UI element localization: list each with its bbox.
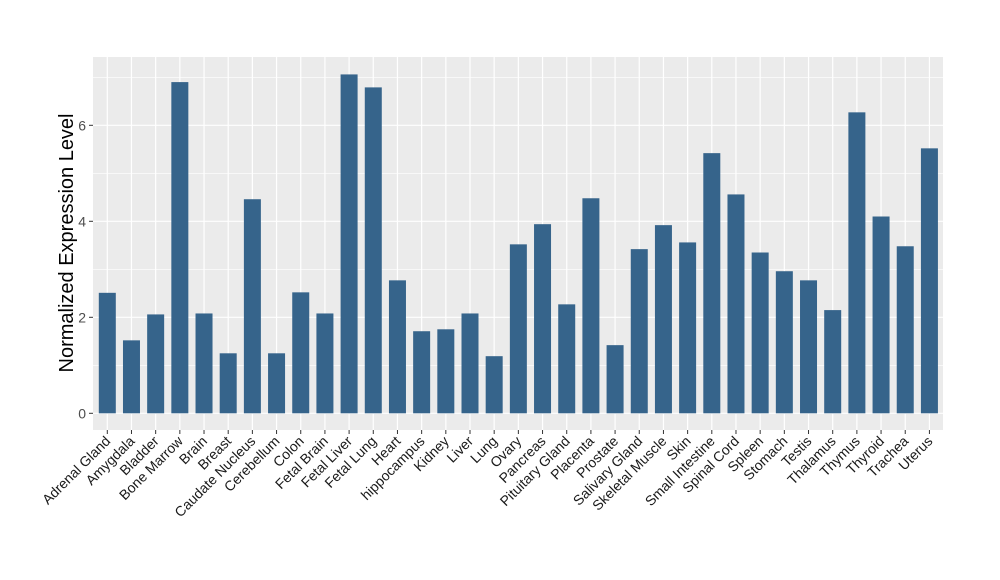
bar-heart — [388, 280, 406, 414]
bar-prostate — [606, 345, 624, 414]
bar-brain — [195, 313, 213, 414]
bar-colon — [292, 292, 310, 414]
bar-fetal-lung — [364, 87, 382, 414]
bar-small-intestine — [703, 153, 721, 414]
bar-spleen — [751, 252, 769, 414]
bar-skeletal-muscle — [654, 225, 672, 414]
bar-thyroid — [872, 216, 890, 414]
bar-spinal-cord — [727, 194, 745, 414]
y-axis: 0 2 4 6 — [78, 117, 93, 421]
bar-bladder — [147, 314, 165, 414]
bar-skin — [679, 242, 697, 414]
bar-ovary — [509, 244, 527, 414]
bar-pancreas — [534, 224, 552, 414]
bar-fetal-liver — [340, 74, 358, 414]
bar-thalamus — [824, 310, 842, 414]
bar-amygdala — [122, 340, 140, 414]
bar-cerebellum — [268, 353, 286, 414]
bar-kidney — [437, 329, 455, 414]
bar-fetal-brain — [316, 313, 334, 414]
y-axis-label: Normalized Expression Level — [56, 113, 78, 372]
bar-thymus — [848, 112, 866, 414]
y-tick-label: 2 — [78, 309, 86, 325]
bar-breast — [219, 353, 237, 414]
y-tick-label: 6 — [78, 117, 86, 133]
bar-liver — [461, 313, 479, 414]
bar-adrenal-gland — [98, 292, 116, 414]
bar-salivary-gland — [630, 249, 648, 414]
bar-placenta — [582, 198, 600, 414]
bar-lung — [485, 356, 503, 414]
bar-trachea — [896, 246, 914, 414]
bar-testis — [800, 280, 818, 414]
y-tick-label: 0 — [78, 405, 86, 421]
bar-hippocampus — [413, 331, 431, 414]
bar-stomach — [775, 271, 793, 414]
bar-uterus — [920, 148, 938, 414]
bar-pituitary-gland — [558, 304, 576, 414]
bar-caudate-nucleus — [243, 199, 261, 414]
y-tick-label: 4 — [78, 213, 86, 229]
bar-bone-marrow — [171, 82, 189, 414]
bars — [98, 74, 938, 414]
